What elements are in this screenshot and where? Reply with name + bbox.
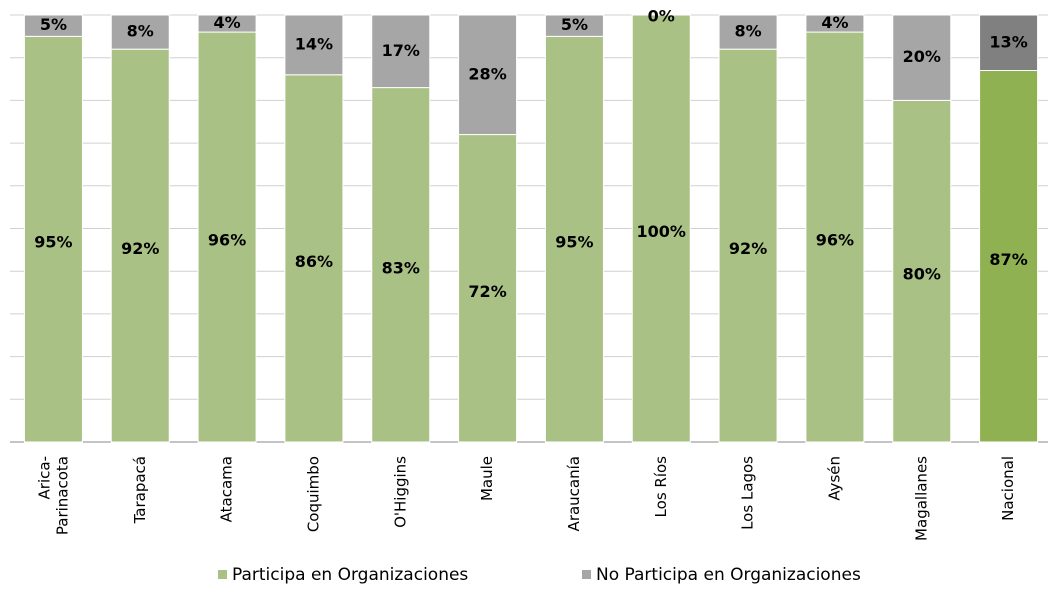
value-label: 87% (989, 250, 1027, 269)
bar-segment (631, 14, 691, 443)
bar-segment (23, 35, 83, 443)
x-tick-label: Aysén (825, 456, 843, 501)
bar-segment (371, 14, 431, 89)
bar-segment (110, 14, 170, 50)
x-tick-label: Nacional (999, 456, 1017, 521)
bar-segment (458, 134, 518, 443)
value-label: 92% (121, 239, 159, 258)
bar-segment (197, 14, 257, 33)
x-tick-label: Araucanía (565, 456, 583, 531)
value-label: 95% (555, 233, 593, 252)
value-label: 72% (468, 282, 506, 301)
bar-segment (718, 48, 778, 443)
x-tick-label: Arica-Parinacota (35, 456, 71, 535)
x-tick-label: O'Higgins (391, 456, 409, 528)
value-label: 4% (213, 13, 240, 32)
value-label: 13% (989, 32, 1027, 51)
bar-segment (718, 14, 778, 50)
value-label: 4% (821, 13, 848, 32)
value-label: 17% (382, 41, 420, 60)
bar-segment (544, 14, 604, 37)
value-label: 80% (903, 265, 941, 284)
x-tick-label: Coquimbo (304, 456, 322, 532)
value-label: 100% (637, 222, 686, 241)
value-label: 92% (729, 239, 767, 258)
bar-segment (23, 14, 83, 37)
bar-segment (979, 14, 1039, 72)
value-label: 5% (40, 15, 67, 34)
value-label: 14% (295, 34, 333, 53)
bar-segment (284, 74, 344, 443)
value-label: 83% (382, 258, 420, 277)
bar-segment (805, 31, 865, 443)
legend-swatch (218, 570, 227, 579)
legend-swatch (582, 570, 591, 579)
legend-label: Participa en Organizaciones (232, 565, 468, 585)
value-label: 8% (127, 22, 154, 41)
bar-segment (110, 48, 170, 443)
bar-segment (458, 14, 518, 136)
bar-segment (979, 70, 1039, 443)
bar-segment (284, 14, 344, 76)
bar-segment (197, 31, 257, 443)
bar-segment (892, 99, 952, 443)
value-label: 5% (561, 15, 588, 34)
value-label: 0% (648, 7, 675, 26)
value-label: 95% (34, 233, 72, 252)
x-tick-label: Atacama (218, 456, 236, 522)
bar-segment (892, 14, 952, 101)
value-label: 96% (208, 231, 246, 250)
x-tick-label: Tarapacá (131, 456, 149, 524)
x-tick-label: Magallanes (912, 456, 930, 541)
value-label: 96% (816, 231, 854, 250)
bar-segment (805, 14, 865, 33)
x-tick-label: Los Ríos (652, 456, 670, 518)
bar-segment (544, 35, 604, 443)
value-label: 8% (734, 22, 761, 41)
x-tick-label: Maule (478, 456, 496, 501)
legend-label: No Participa en Organizaciones (596, 565, 861, 585)
value-label: 86% (295, 252, 333, 271)
x-tick-label: Los Lagos (739, 456, 757, 530)
value-label: 28% (468, 64, 506, 83)
value-label: 20% (903, 47, 941, 66)
